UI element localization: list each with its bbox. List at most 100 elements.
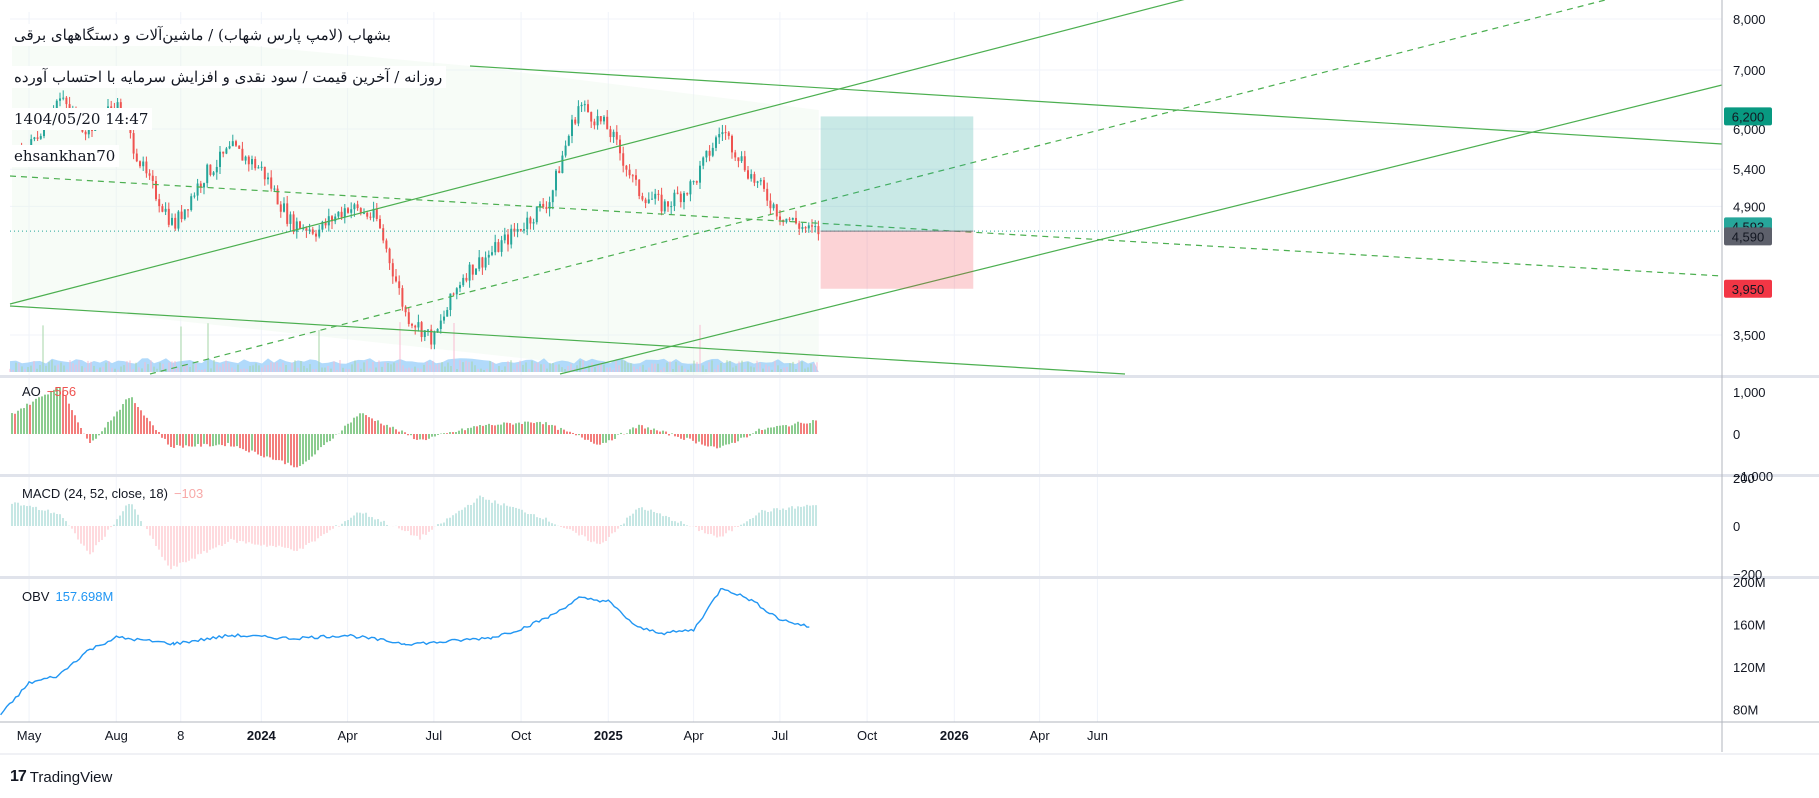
author-name: ehsankhan70	[10, 145, 120, 167]
price-axis-label: 4,900	[1733, 199, 1766, 214]
candle-body	[132, 133, 135, 154]
candle-body	[679, 193, 682, 203]
candle-body	[660, 194, 663, 212]
obv-axis-label: 120M	[1733, 660, 1766, 675]
candle-body	[631, 175, 634, 177]
candle-body	[542, 203, 545, 208]
candle-body	[503, 234, 506, 241]
candle-body	[158, 199, 161, 207]
candle-body	[299, 221, 301, 229]
candle-body	[785, 218, 788, 223]
candle-body	[241, 148, 244, 161]
time-axis-label: Apr	[683, 728, 704, 743]
time-axis-label: 2025	[594, 728, 623, 743]
candle-body	[817, 226, 820, 235]
candle-body	[238, 145, 241, 149]
candle-body	[190, 196, 193, 210]
candle-body	[561, 155, 564, 174]
time-axis-label: Oct	[511, 728, 532, 743]
candle-body	[468, 264, 471, 281]
macd-legend[interactable]: MACD (24, 52, close, 18) −103	[22, 486, 203, 501]
time-axis-label: Oct	[857, 728, 878, 743]
candle-body	[523, 229, 525, 231]
candle-body	[379, 218, 381, 229]
candle-body	[452, 293, 455, 295]
price-axis-label: 3,500	[1733, 328, 1766, 343]
candle-body	[740, 156, 743, 162]
obv-value: 157.698M	[55, 589, 114, 604]
candle-body	[628, 169, 631, 176]
candle-body	[667, 201, 669, 207]
price-axis-label: 5,400	[1733, 162, 1766, 177]
candle-body	[263, 166, 266, 180]
obv-axis-label: 200M	[1733, 575, 1766, 590]
candle-body	[135, 153, 138, 162]
candle-body	[625, 165, 628, 170]
tradingview-logo[interactable]: 17 TradingView	[10, 768, 112, 786]
obv-axis-label: 80M	[1733, 703, 1758, 718]
ao-legend[interactable]: AO −556	[22, 384, 76, 399]
candle-body	[459, 285, 461, 289]
candle-body	[363, 212, 365, 214]
candle-body	[647, 199, 650, 204]
candle-body	[436, 329, 439, 332]
candle-body	[324, 221, 327, 226]
candle-body	[599, 116, 602, 122]
candle-body	[340, 211, 343, 218]
candle-body	[411, 323, 413, 326]
candle-body	[375, 208, 378, 219]
candle-body	[516, 228, 519, 232]
ao-value: −556	[46, 384, 77, 399]
candle-body	[388, 248, 391, 264]
candle-body	[289, 214, 292, 224]
candle-body	[55, 100, 58, 112]
candle-body	[244, 156, 247, 161]
candle-body	[657, 193, 660, 195]
candle-body	[663, 201, 666, 212]
candle-body	[702, 157, 705, 166]
candle-body	[30, 139, 33, 150]
candle-body	[167, 208, 170, 225]
candle-body	[212, 172, 215, 175]
candle-body	[622, 153, 625, 166]
candle-body	[295, 221, 298, 232]
candle-body	[398, 281, 401, 289]
candle-body	[465, 277, 468, 281]
candle-body	[343, 208, 346, 218]
obv-legend[interactable]: OBV 157.698M	[22, 589, 113, 604]
candle-body	[519, 228, 522, 231]
candle-body	[548, 202, 551, 209]
candle-body	[273, 188, 276, 190]
candle-body	[635, 175, 637, 180]
candle-body	[724, 132, 727, 134]
candle-body	[731, 135, 733, 153]
candle-body	[692, 181, 695, 183]
candle-body	[814, 226, 817, 228]
macd-value: −103	[173, 486, 204, 501]
candle-body	[715, 137, 717, 148]
candle-body	[708, 150, 711, 156]
candle-body	[564, 145, 567, 156]
candle-body	[446, 309, 449, 317]
candle-body	[180, 211, 183, 220]
candle-body	[763, 180, 765, 189]
candle-body	[65, 97, 68, 105]
candle-body	[321, 221, 324, 230]
candle-body	[699, 165, 701, 183]
candle-body	[615, 131, 618, 140]
stop-zone	[820, 231, 974, 289]
candle-body	[62, 97, 65, 99]
candle-body	[478, 257, 481, 269]
candle-body	[807, 225, 810, 229]
candle-body	[795, 217, 797, 224]
macd-histogram	[11, 495, 817, 570]
candle-body	[305, 228, 308, 231]
macd-axis: 200 0 −200	[1733, 471, 1762, 582]
candle-body	[391, 263, 394, 277]
candle-body	[750, 174, 753, 179]
stop-price-badge-text: 3,950	[1732, 282, 1765, 297]
candle-body	[183, 209, 186, 220]
candle-body	[705, 150, 708, 158]
candle-body	[804, 227, 807, 229]
